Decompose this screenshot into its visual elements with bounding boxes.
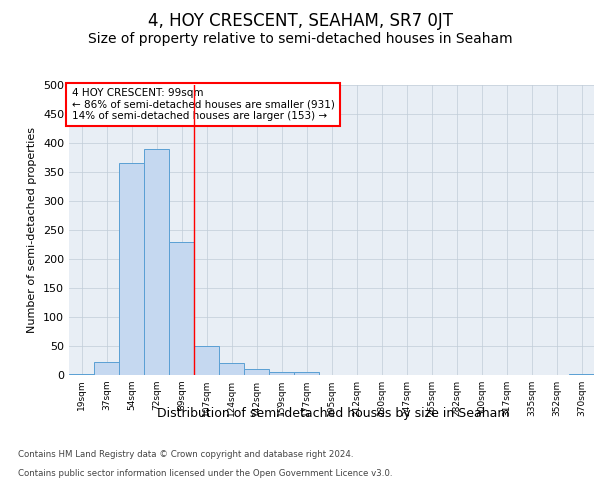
Text: Size of property relative to semi-detached houses in Seaham: Size of property relative to semi-detach… <box>88 32 512 46</box>
Bar <box>69 374 94 375</box>
Bar <box>569 374 594 375</box>
Bar <box>219 364 244 375</box>
Bar <box>119 164 144 375</box>
Text: Contains HM Land Registry data © Crown copyright and database right 2024.: Contains HM Land Registry data © Crown c… <box>18 450 353 459</box>
Text: 4 HOY CRESCENT: 99sqm
← 86% of semi-detached houses are smaller (931)
14% of sem: 4 HOY CRESCENT: 99sqm ← 86% of semi-deta… <box>71 88 335 121</box>
Text: 4, HOY CRESCENT, SEAHAM, SR7 0JT: 4, HOY CRESCENT, SEAHAM, SR7 0JT <box>148 12 452 30</box>
Bar <box>194 346 219 375</box>
Text: Distribution of semi-detached houses by size in Seaham: Distribution of semi-detached houses by … <box>157 408 509 420</box>
Bar <box>244 369 269 375</box>
Text: Contains public sector information licensed under the Open Government Licence v3: Contains public sector information licen… <box>18 469 392 478</box>
Bar <box>169 242 194 375</box>
Bar <box>294 372 319 375</box>
Bar <box>144 149 169 375</box>
Bar <box>269 372 294 375</box>
Y-axis label: Number of semi-detached properties: Number of semi-detached properties <box>28 127 37 333</box>
Bar <box>94 362 119 375</box>
